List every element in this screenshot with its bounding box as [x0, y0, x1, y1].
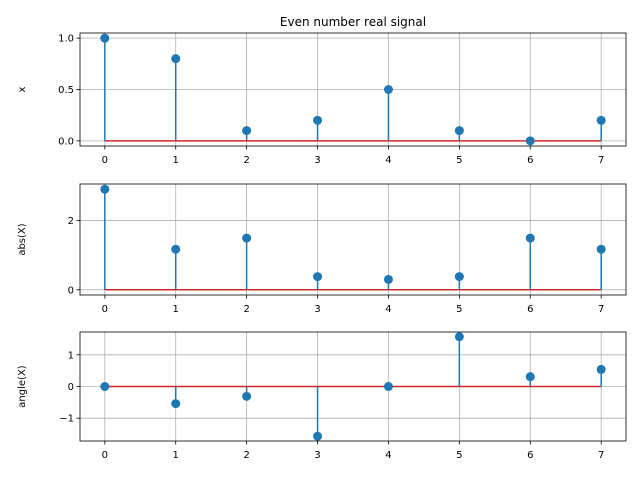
x-tick-label: 6 [527, 450, 533, 461]
x-tick-label: 1 [173, 450, 179, 461]
stem-marker [383, 274, 393, 284]
stem-marker [454, 272, 464, 282]
x-tick-label: 3 [314, 304, 320, 315]
x-tick-label: 5 [456, 155, 462, 166]
x-tick-label: 5 [456, 450, 462, 461]
y-tick-label: 0.0 [58, 136, 74, 147]
y-axis-label: x [17, 86, 28, 92]
x-tick-label: 6 [527, 304, 533, 315]
stem-marker [100, 33, 110, 43]
x-tick-label: 7 [598, 155, 604, 166]
y-tick-label: 1.0 [58, 34, 74, 45]
stem-marker [525, 372, 535, 382]
stem-marker [171, 399, 181, 409]
x-tick-label: 2 [243, 450, 249, 461]
stem-marker [525, 136, 535, 146]
x-tick-label: 0 [102, 450, 108, 461]
x-tick-label: 5 [456, 304, 462, 315]
x-tick-label: 2 [243, 155, 249, 166]
y-tick-label: 0 [68, 285, 74, 296]
stem-marker [454, 332, 464, 342]
stem-marker [313, 272, 323, 282]
stem-marker [596, 244, 606, 254]
subplot-1: 0 1 2 3 4 5 6 7 0.0 0.5 1.0 x Even number real signa… [17, 15, 627, 166]
y-tick-label: −1 [59, 414, 74, 425]
x-tick-label: 3 [314, 155, 320, 166]
y-axis-label: angle(X) [17, 365, 28, 407]
x-tick-label: 7 [598, 304, 604, 315]
stem-marker [242, 233, 252, 243]
stem-marker [171, 54, 181, 64]
stem-marker [383, 382, 393, 391]
x-tick-label: 3 [314, 450, 320, 461]
x-tick-label: 7 [598, 450, 604, 461]
axes-frame [79, 183, 627, 296]
stem-marker [313, 115, 323, 125]
x-tick-label: 4 [385, 450, 391, 461]
y-axis-label: abs(X) [17, 223, 28, 255]
stem-marker [596, 364, 606, 374]
stem-marker [242, 391, 252, 401]
x-tick-label: 0 [102, 155, 108, 166]
x-tick-label: 1 [173, 155, 179, 166]
stem-marker [525, 233, 535, 243]
subplot-3: 0 1 2 3 4 5 6 7 −1 0 1 angle(X) [17, 331, 627, 461]
x-tick-label: 4 [385, 155, 391, 166]
x-tick-label: 0 [102, 304, 108, 315]
stem-marker [171, 244, 181, 254]
stem-marker [242, 126, 252, 136]
y-tick-label: 1 [68, 350, 74, 361]
y-tick-label: 2 [68, 216, 74, 227]
x-tick-label: 1 [173, 304, 179, 315]
x-tick-label: 6 [527, 155, 533, 166]
y-tick-label: 0 [68, 382, 74, 393]
stem-marker [596, 115, 606, 125]
stem-marker [100, 184, 110, 194]
subplot-2: 0 1 2 3 4 5 6 7 0 2 abs(X) [17, 183, 627, 315]
chart-title: Even number real signal [280, 15, 426, 29]
x-tick-label: 2 [243, 304, 249, 315]
stem-marker [383, 85, 393, 94]
stem-marker [454, 126, 464, 136]
x-tick-label: 4 [385, 304, 391, 315]
stem-marker [100, 382, 110, 391]
y-tick-label: 0.5 [58, 85, 74, 96]
stem-marker [313, 431, 323, 441]
